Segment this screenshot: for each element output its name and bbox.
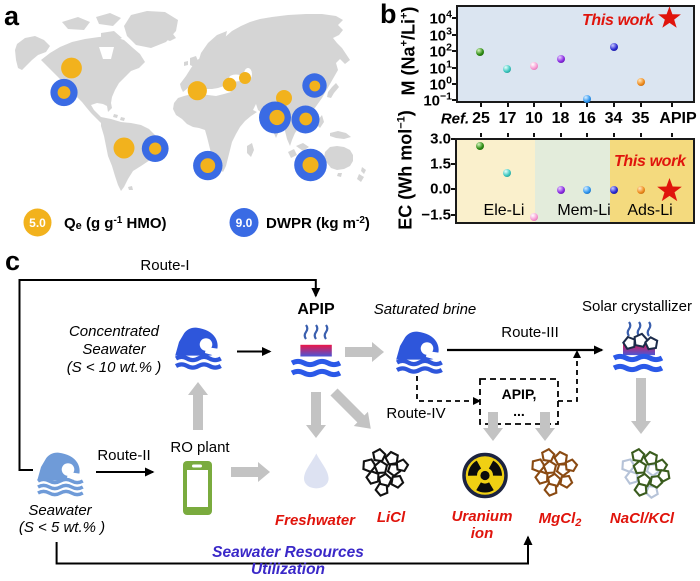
svg-text:Qe (g g-1 HMO): Qe (g g-1 HMO) — [64, 215, 167, 232]
svg-text:Uranium: Uranium — [452, 508, 513, 525]
svg-text:Concentrated: Concentrated — [69, 323, 160, 340]
svg-text:Route-III: Route-III — [501, 324, 559, 341]
svg-text:Solar crystallizer: Solar crystallizer — [582, 298, 692, 315]
svg-text:9.0: 9.0 — [236, 216, 253, 230]
svg-text:MgCl2: MgCl2 — [539, 510, 582, 529]
svg-text:(S < 5 wt.% ): (S < 5 wt.% ) — [19, 519, 105, 536]
svg-text:Route-I: Route-I — [140, 257, 189, 274]
svg-text:Seawater Resources: Seawater Resources — [212, 544, 364, 561]
svg-text:APIP,: APIP, — [502, 386, 537, 402]
svg-text:APIP: APIP — [297, 301, 335, 318]
svg-text:NaCl/KCl: NaCl/KCl — [610, 510, 675, 527]
svg-text:Seawater: Seawater — [82, 341, 146, 358]
svg-text:RO plant: RO plant — [170, 439, 230, 456]
svg-text:LiCl: LiCl — [377, 509, 406, 526]
svg-text:Freshwater: Freshwater — [275, 512, 356, 529]
svg-text:DWPR (kg m-2): DWPR (kg m-2) — [266, 215, 370, 232]
svg-text:Utilization: Utilization — [251, 561, 325, 578]
svg-text:ion: ion — [471, 525, 494, 542]
svg-text:5.0: 5.0 — [29, 216, 46, 230]
svg-text:Saturated brine: Saturated brine — [374, 301, 477, 318]
svg-text:Route-II: Route-II — [97, 447, 150, 464]
svg-text:Route-IV: Route-IV — [386, 405, 445, 422]
svg-text:(S < 10 wt.% ): (S < 10 wt.% ) — [67, 359, 162, 376]
svg-text:...: ... — [513, 403, 525, 419]
svg-text:Seawater: Seawater — [28, 502, 92, 519]
